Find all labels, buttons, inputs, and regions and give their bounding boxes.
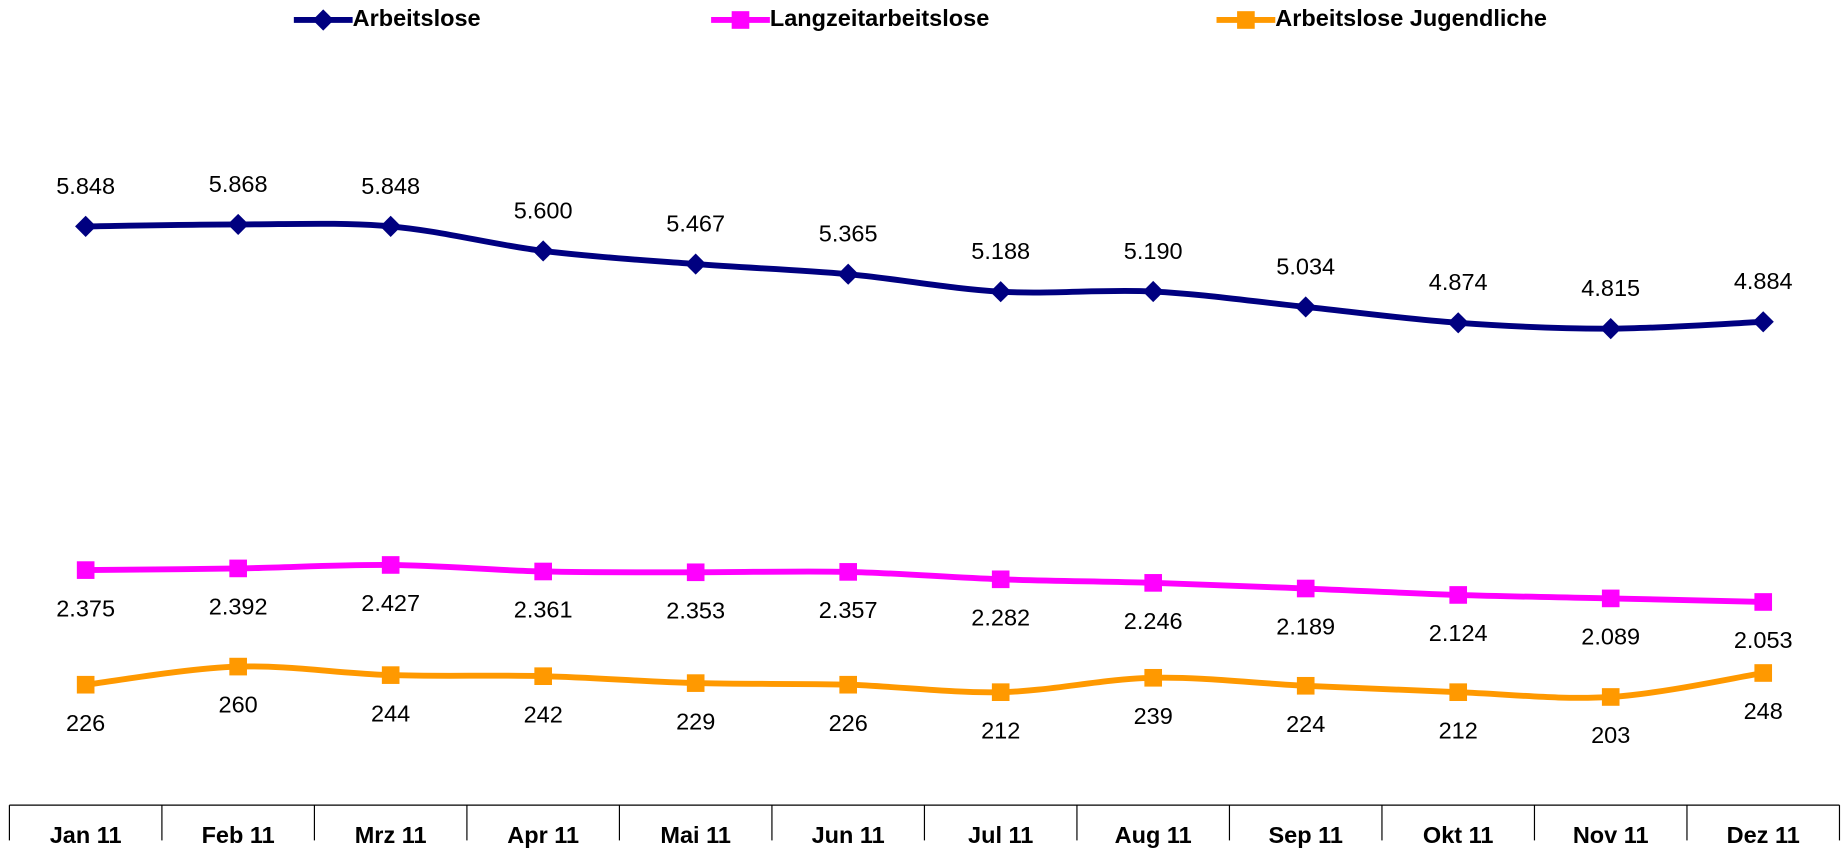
data-point bbox=[75, 215, 97, 237]
data-label: 4.815 bbox=[1581, 275, 1640, 301]
legend-label: Arbeitslose Jugendliche bbox=[1275, 5, 1547, 31]
series-line bbox=[85, 220, 1764, 332]
data-label: 226 bbox=[829, 710, 868, 736]
data-point bbox=[1296, 676, 1315, 695]
data-label: 5.365 bbox=[819, 221, 878, 247]
data-label: 2.357 bbox=[819, 597, 878, 623]
data-point bbox=[1601, 589, 1620, 608]
data-point bbox=[1449, 586, 1468, 604]
data-label: 2.053 bbox=[1734, 627, 1793, 653]
data-point bbox=[837, 263, 859, 285]
legend-marker bbox=[312, 9, 334, 31]
data-point bbox=[76, 561, 95, 579]
data-label: 212 bbox=[1439, 717, 1478, 743]
data-point bbox=[1752, 311, 1774, 333]
x-tick-label: Jul 11 bbox=[968, 822, 1033, 848]
data-point bbox=[839, 563, 858, 581]
data-label: 203 bbox=[1591, 722, 1630, 748]
legend-marker bbox=[731, 11, 750, 29]
data-label: 239 bbox=[1134, 703, 1173, 729]
series-line bbox=[85, 663, 1764, 701]
data-point bbox=[990, 281, 1012, 303]
data-label: 224 bbox=[1286, 711, 1325, 737]
data-point bbox=[686, 563, 705, 582]
data-label: 4.874 bbox=[1429, 269, 1488, 295]
data-label: 244 bbox=[371, 700, 410, 726]
data-label: 2.282 bbox=[971, 604, 1030, 630]
data-point bbox=[685, 253, 707, 275]
data-label: 2.375 bbox=[56, 595, 115, 621]
data-point bbox=[229, 657, 247, 676]
data-label: 5.034 bbox=[1276, 253, 1335, 279]
data-label: 2.189 bbox=[1276, 614, 1335, 640]
data-point bbox=[991, 570, 1010, 589]
data-label: 5.600 bbox=[514, 197, 573, 223]
data-label: 2.089 bbox=[1581, 624, 1640, 650]
legend-label: Arbeitslose bbox=[353, 5, 481, 31]
x-tick-label: Feb 11 bbox=[202, 822, 275, 848]
x-tick-label: Sep 11 bbox=[1268, 822, 1342, 848]
legend-marker bbox=[1237, 11, 1255, 29]
data-label: 260 bbox=[219, 692, 258, 718]
x-tick-label: Dez 11 bbox=[1727, 822, 1800, 848]
data-label: 212 bbox=[981, 717, 1020, 743]
data-point bbox=[1449, 683, 1468, 701]
data-label: 5.848 bbox=[361, 173, 420, 199]
data-label: 2.124 bbox=[1429, 620, 1488, 646]
data-label: 5.868 bbox=[209, 171, 268, 197]
data-point bbox=[532, 240, 554, 262]
data-point bbox=[227, 213, 249, 235]
data-point bbox=[534, 562, 552, 581]
data-point bbox=[1296, 579, 1315, 598]
data-label: 5.188 bbox=[971, 238, 1030, 264]
data-label: 248 bbox=[1744, 698, 1783, 724]
data-point bbox=[534, 667, 552, 686]
data-point bbox=[686, 674, 705, 692]
legend-label: Langzeitarbeitslose bbox=[770, 5, 989, 31]
data-label: 242 bbox=[524, 701, 563, 727]
data-point bbox=[1754, 593, 1773, 611]
data-label: 226 bbox=[66, 710, 105, 736]
data-point bbox=[839, 675, 858, 694]
x-tick-label: Mrz 11 bbox=[355, 822, 427, 848]
x-tick-label: Apr 11 bbox=[507, 822, 579, 848]
data-label: 2.246 bbox=[1124, 608, 1183, 634]
data-point bbox=[381, 666, 400, 684]
data-label: 2.392 bbox=[209, 594, 268, 620]
data-point bbox=[229, 559, 247, 578]
data-label: 4.884 bbox=[1734, 268, 1793, 294]
data-label: 5.848 bbox=[56, 173, 115, 199]
data-point bbox=[1600, 318, 1622, 340]
x-tick-label: Mai 11 bbox=[660, 822, 731, 848]
data-point bbox=[1447, 312, 1469, 334]
data-point bbox=[1144, 668, 1163, 687]
data-label: 5.467 bbox=[666, 211, 725, 237]
data-point bbox=[380, 215, 402, 237]
data-label: 229 bbox=[676, 708, 715, 734]
x-tick-label: Jan 11 bbox=[50, 822, 122, 848]
data-point bbox=[991, 683, 1010, 701]
data-label: 5.190 bbox=[1124, 238, 1183, 264]
x-tick-label: Aug 11 bbox=[1115, 822, 1192, 848]
data-label: 2.361 bbox=[514, 597, 573, 623]
series-line bbox=[85, 561, 1764, 605]
data-point bbox=[76, 675, 95, 694]
x-tick-label: Nov 11 bbox=[1573, 822, 1649, 848]
data-label: 2.353 bbox=[666, 597, 725, 623]
data-point bbox=[1754, 664, 1773, 682]
x-tick-label: Okt 11 bbox=[1423, 822, 1494, 848]
data-point bbox=[1142, 280, 1164, 303]
data-point bbox=[1144, 574, 1163, 592]
data-point bbox=[381, 556, 400, 574]
data-label: 2.427 bbox=[361, 590, 420, 616]
data-point bbox=[1295, 296, 1317, 318]
data-point bbox=[1601, 688, 1620, 706]
x-tick-label: Jun 11 bbox=[812, 822, 885, 848]
